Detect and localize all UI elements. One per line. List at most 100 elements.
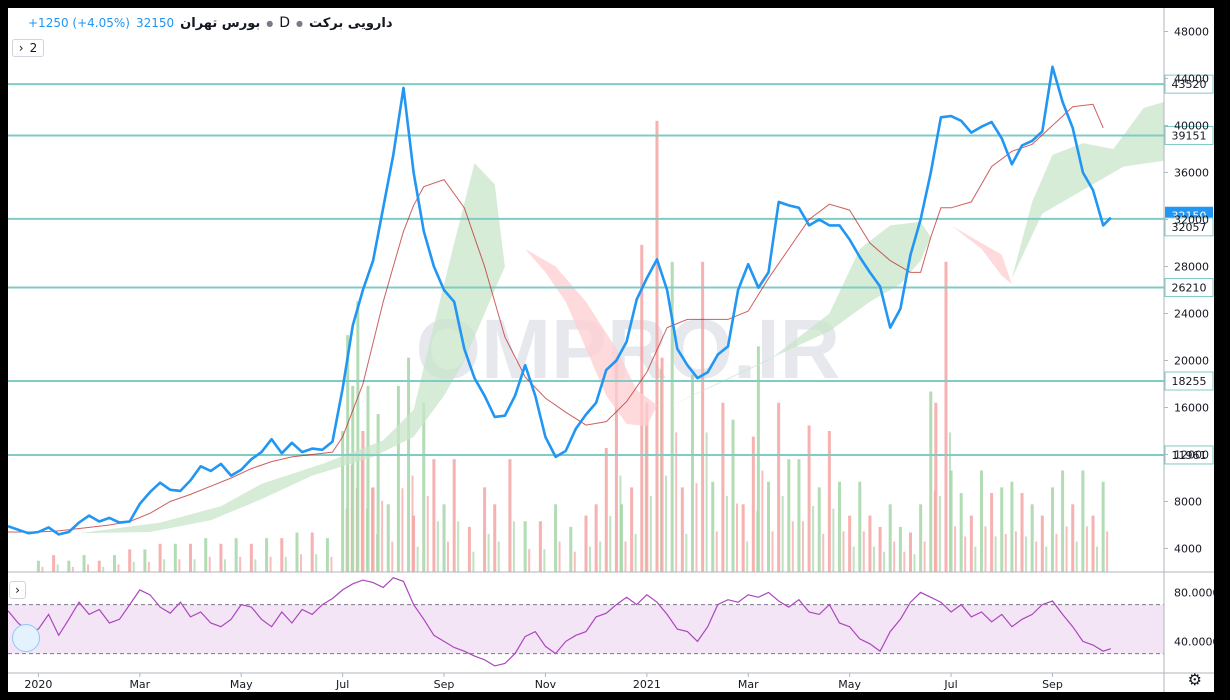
x-tick-label: Mar xyxy=(129,678,150,691)
y-tick-label: 48000 xyxy=(1174,26,1209,39)
volume-bar xyxy=(949,470,953,572)
volume-bar xyxy=(645,402,649,572)
volume-bar xyxy=(1081,470,1085,572)
volume-bar xyxy=(984,526,987,572)
volume-bar xyxy=(351,385,355,572)
volume-bar xyxy=(944,261,948,572)
volume-bar xyxy=(1045,546,1048,572)
volume-bar xyxy=(300,554,302,572)
volume-bar xyxy=(842,531,845,572)
volume-bar xyxy=(680,487,684,572)
volume-bar xyxy=(41,566,44,572)
volume-bar xyxy=(979,470,983,572)
volume-bar xyxy=(777,402,781,572)
volume-bars xyxy=(36,120,1109,573)
indicators-collapse-button[interactable]: › 2 xyxy=(12,39,44,57)
y-tick-label: 20000 xyxy=(1174,355,1209,368)
x-tick-label: May xyxy=(230,678,253,691)
volume-bar xyxy=(239,556,242,572)
price-level-tag[interactable] xyxy=(1164,74,1214,94)
volume-bar xyxy=(538,521,542,572)
volume-bar xyxy=(1035,541,1038,572)
volume-bar xyxy=(919,504,923,572)
volume-bar xyxy=(969,515,973,572)
volume-bar xyxy=(447,541,450,572)
volume-bar xyxy=(1025,536,1028,572)
volume-bar xyxy=(898,526,902,572)
volume-bar xyxy=(649,495,652,572)
x-tick-label: Mar xyxy=(738,678,759,691)
volume-bar xyxy=(487,533,490,572)
volume-bar xyxy=(97,560,101,572)
volume-bar xyxy=(954,526,957,572)
timeframe[interactable]: D xyxy=(279,15,290,31)
volume-bar xyxy=(452,459,456,572)
volume-bar xyxy=(401,488,404,572)
exchange-name: بورس تهران xyxy=(180,15,261,31)
volume-bar xyxy=(554,504,558,572)
volume-bar xyxy=(295,532,299,572)
volume-bar xyxy=(265,538,269,572)
volume-bar xyxy=(908,532,912,572)
volume-bar xyxy=(660,357,664,572)
chevron-right-icon: › xyxy=(18,41,24,55)
volume-bar xyxy=(1000,487,1004,572)
volume-bar xyxy=(848,515,852,572)
volume-bar xyxy=(528,549,531,572)
volume-bar xyxy=(670,261,674,572)
volume-bar xyxy=(1101,481,1105,572)
collapse-count: 2 xyxy=(29,41,38,55)
symbol-header[interactable]: +1250 (+4.05%) 32150 بورس تهران ● D ● دا… xyxy=(28,12,393,34)
price-line xyxy=(8,65,1112,536)
volume-bar xyxy=(725,495,728,572)
volume-bar xyxy=(112,555,116,572)
y-tick-label: 8000 xyxy=(1174,496,1202,509)
price-level-tag[interactable] xyxy=(1164,278,1214,298)
volume-bar xyxy=(508,459,512,572)
price-level-tag[interactable] xyxy=(1164,217,1214,237)
price-level-tag[interactable] xyxy=(1164,371,1214,391)
volume-bar xyxy=(36,560,40,572)
chevron-right-icon: › xyxy=(15,583,20,597)
volume-bar xyxy=(711,481,715,572)
volume-bar xyxy=(1055,533,1058,572)
rsi-tick-label: 40.0000 xyxy=(1174,635,1214,648)
volume-bar xyxy=(761,470,764,572)
rsi-line xyxy=(8,577,1111,667)
rsi-tick-label: 80.0000 xyxy=(1174,586,1214,599)
gear-icon[interactable]: ⚙ xyxy=(1187,670,1202,689)
rsi-toggle-button[interactable]: › xyxy=(9,581,26,599)
volume-bar xyxy=(254,559,257,572)
volume-bar xyxy=(457,521,460,572)
volume-bar xyxy=(594,504,598,572)
volume-bar xyxy=(791,521,794,572)
x-tick-label: Sep xyxy=(434,678,455,691)
volume-bar xyxy=(715,531,718,572)
volume-bar xyxy=(71,566,74,572)
volume-bar xyxy=(1085,526,1088,572)
volume-bar xyxy=(584,515,588,572)
volume-bar xyxy=(330,556,333,572)
volume-bar xyxy=(990,493,994,572)
price-level-tag[interactable] xyxy=(1164,125,1214,145)
volume-bar xyxy=(436,521,439,572)
volume-bar xyxy=(746,541,749,572)
volume-bar xyxy=(497,541,500,572)
volume-bar xyxy=(158,543,162,572)
volume-bar xyxy=(269,556,272,572)
volume-bar xyxy=(771,531,774,572)
volume-bar xyxy=(838,481,842,572)
x-tick-label: Jul xyxy=(335,678,349,691)
volume-bar xyxy=(959,493,963,572)
volume-bar xyxy=(386,504,390,572)
volume-bar xyxy=(407,357,411,572)
price-level-label: 18255 xyxy=(1172,375,1207,388)
volume-bar xyxy=(67,560,71,572)
volume-bar xyxy=(964,536,967,572)
y-tick-label: 36000 xyxy=(1174,167,1209,180)
volume-bar xyxy=(442,504,446,572)
x-tick-label: 2021 xyxy=(633,678,661,691)
chart-canvas[interactable]: OMPRO.IR 4352039151321503205726210182551… xyxy=(8,8,1214,692)
volume-bar xyxy=(102,566,105,572)
